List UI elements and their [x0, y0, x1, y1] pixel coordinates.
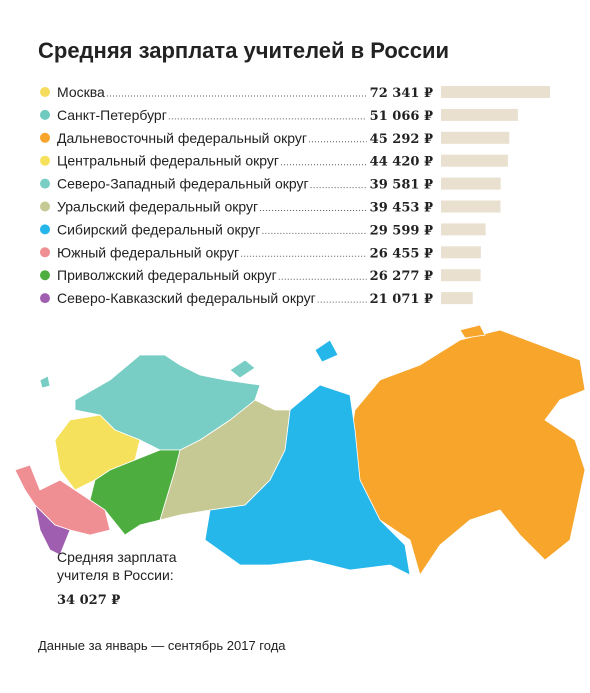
value-label: 45 292 ₽	[370, 132, 433, 147]
island	[229, 359, 256, 379]
bar	[441, 246, 481, 259]
bar	[441, 269, 481, 282]
legend-dot	[40, 178, 50, 189]
annotation-value: 34 027 ₽	[57, 593, 120, 608]
legend-dot	[40, 132, 50, 143]
source-note: Данные за январь — сентябрь 2017 года	[38, 638, 286, 653]
value-label: 21 071 ₽	[370, 292, 433, 307]
category-label: Москва	[57, 84, 105, 100]
category-label: Уральский федеральный округ	[57, 199, 258, 215]
category-label: Южный федеральный округ	[57, 244, 239, 260]
value-label: 29 599 ₽	[370, 223, 433, 238]
category-label: Приволжский федеральный округ	[57, 267, 277, 283]
legend-dot	[40, 201, 50, 212]
category-label: Центральный федеральный округ	[57, 153, 279, 169]
island	[459, 324, 486, 339]
bar	[441, 131, 510, 144]
category-label: Сибирский федеральный округ	[57, 221, 260, 237]
value-label: 26 455 ₽	[370, 246, 433, 261]
bar	[441, 108, 518, 121]
annotation-line: учителя в России:	[57, 567, 174, 583]
legend-dot	[40, 155, 50, 166]
legend-dot	[40, 293, 50, 304]
value-label: 26 277 ₽	[370, 269, 433, 284]
value-label: 44 420 ₽	[370, 155, 433, 170]
value-label: 51 066 ₽	[370, 109, 433, 124]
value-label: 39 453 ₽	[370, 201, 433, 216]
region-far-east	[349, 329, 586, 576]
legend-dot	[40, 247, 50, 258]
category-label: Северо-Кавказский федеральный округ	[57, 290, 316, 306]
map	[14, 324, 586, 576]
island	[39, 375, 51, 389]
category-label: Санкт-Петербург	[57, 107, 167, 123]
bar	[441, 86, 550, 98]
legend-dot	[40, 109, 50, 120]
legend-dot	[40, 224, 50, 235]
legend-dot	[40, 87, 50, 97]
region-north-caucasus	[34, 503, 71, 556]
bar	[441, 177, 501, 190]
chart-title: Средняя зарплата учителей в России	[38, 38, 449, 63]
bar	[441, 223, 486, 236]
legend-dot	[40, 270, 50, 281]
bar	[441, 292, 473, 305]
bar	[441, 154, 508, 167]
category-label: Дальневосточный федеральный округ	[57, 130, 307, 146]
annotation-line: Средняя зарплата	[57, 549, 177, 565]
value-label: 72 341 ₽	[370, 86, 433, 101]
island	[314, 339, 339, 363]
value-label: 39 581 ₽	[370, 178, 433, 193]
bar	[441, 200, 501, 213]
category-label: Северо-Западный федеральный округ	[57, 176, 309, 192]
